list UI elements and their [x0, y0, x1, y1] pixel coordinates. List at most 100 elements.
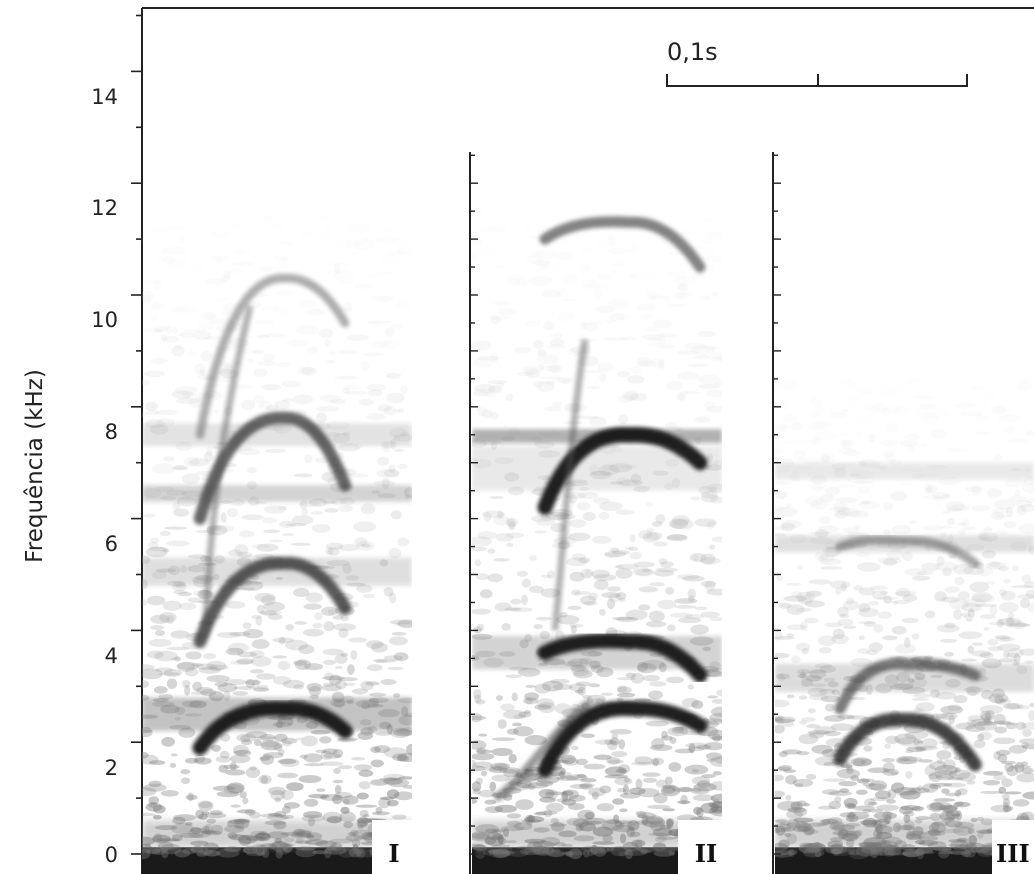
noise-speck [614, 564, 624, 569]
noise-speck [537, 309, 558, 314]
noise-speck [472, 788, 481, 795]
noise-speck [361, 240, 377, 245]
noise-speck [281, 740, 292, 747]
noise-speck [610, 270, 620, 274]
noise-speck [490, 762, 511, 771]
noise-speck [601, 819, 625, 831]
noise-speck [945, 809, 960, 820]
noise-speck [187, 792, 194, 802]
noise-speck [807, 426, 828, 432]
noise-speck [664, 421, 678, 430]
noise-speck [340, 652, 348, 657]
noise-speck [1013, 653, 1021, 664]
noise-speck [928, 773, 939, 780]
noise-speck [883, 387, 898, 396]
noise-speck [817, 822, 829, 827]
noise-speck [671, 787, 696, 793]
noise-speck [861, 405, 874, 411]
noise-speck [252, 687, 270, 692]
noise-speck [899, 756, 923, 762]
noise-speck [496, 382, 505, 388]
noise-speck [646, 291, 658, 301]
noise-speck [235, 248, 246, 256]
noise-speck [666, 676, 684, 684]
noise-speck [253, 553, 275, 559]
noise-speck [223, 365, 235, 374]
noise-speck [293, 473, 313, 478]
noise-speck [272, 306, 289, 316]
noise-speck [646, 815, 664, 825]
noise-speck [704, 580, 716, 591]
noise-speck [549, 248, 559, 253]
noise-speck [938, 850, 954, 855]
noise-speck [503, 847, 513, 853]
noise-speck [623, 777, 631, 783]
noise-speck [476, 623, 485, 632]
noise-speck [337, 504, 354, 512]
noise-speck [255, 844, 265, 856]
noise-speck [936, 624, 960, 633]
noise-speck [235, 587, 256, 591]
noise-speck [852, 758, 866, 767]
noise-speck [1001, 760, 1016, 765]
noise-speck [907, 787, 921, 793]
noise-speck [791, 591, 802, 599]
noise-speck [691, 345, 716, 355]
noise-speck [1003, 578, 1012, 584]
noise-speck [704, 718, 722, 725]
noise-speck [334, 665, 343, 670]
noise-speck [568, 803, 585, 811]
noise-speck [810, 842, 824, 849]
noise-speck [614, 821, 623, 828]
noise-speck [576, 502, 591, 511]
noise-speck [485, 828, 499, 834]
noise-speck [806, 724, 820, 729]
noise-speck [796, 751, 810, 756]
noise-speck [350, 829, 359, 836]
noise-speck [396, 408, 405, 413]
noise-speck [181, 777, 191, 784]
noise-speck [234, 749, 252, 757]
noise-speck [921, 525, 944, 531]
noise-speck [1019, 598, 1031, 609]
noise-speck [550, 821, 565, 832]
noise-speck [535, 780, 554, 787]
noise-speck [904, 731, 929, 740]
noise-speck [832, 628, 845, 640]
noise-speck [474, 694, 482, 704]
noise-speck [281, 737, 298, 744]
noise-speck [184, 667, 199, 677]
noise-speck [929, 782, 953, 787]
noise-speck [939, 810, 956, 821]
noise-speck [545, 802, 564, 813]
noise-speck [604, 766, 627, 776]
noise-speck [928, 822, 947, 834]
noise-speck [148, 760, 166, 765]
noise-speck [532, 380, 544, 388]
harmonic-trace [537, 633, 708, 683]
noise-speck [998, 447, 1021, 451]
noise-speck [582, 323, 599, 332]
noise-speck [258, 610, 282, 615]
noise-speck [238, 835, 252, 846]
noise-speck [145, 280, 164, 285]
noise-speck [293, 828, 306, 837]
noise-speck [883, 450, 895, 458]
noise-speck [164, 526, 187, 530]
noise-speck [583, 849, 590, 858]
noise-speck [275, 849, 283, 859]
noise-speck [828, 790, 853, 796]
noise-speck [491, 747, 513, 757]
noise-speck [911, 575, 931, 581]
noise-speck [839, 788, 850, 793]
noise-speck [259, 265, 273, 273]
noise-speck [472, 715, 487, 721]
noise-speck [472, 781, 482, 792]
noise-speck [983, 392, 998, 400]
noise-speck [906, 833, 922, 841]
noise-speck [948, 714, 955, 725]
noise-speck [256, 334, 270, 339]
noise-speck [893, 599, 912, 605]
noise-speck [298, 501, 320, 507]
